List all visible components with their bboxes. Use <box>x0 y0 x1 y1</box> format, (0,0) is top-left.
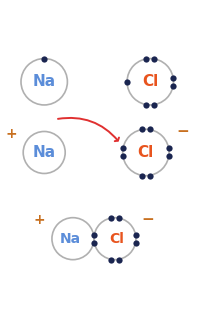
Text: Cl: Cl <box>138 145 154 160</box>
Text: Na: Na <box>33 74 56 89</box>
Text: Cl: Cl <box>110 232 125 246</box>
Text: −: − <box>176 124 189 139</box>
Text: Cl: Cl <box>142 74 158 89</box>
Text: +: + <box>5 127 17 141</box>
Text: +: + <box>34 213 46 227</box>
Text: Na: Na <box>60 232 81 246</box>
Text: −: − <box>142 212 154 228</box>
Text: Na: Na <box>33 145 56 160</box>
